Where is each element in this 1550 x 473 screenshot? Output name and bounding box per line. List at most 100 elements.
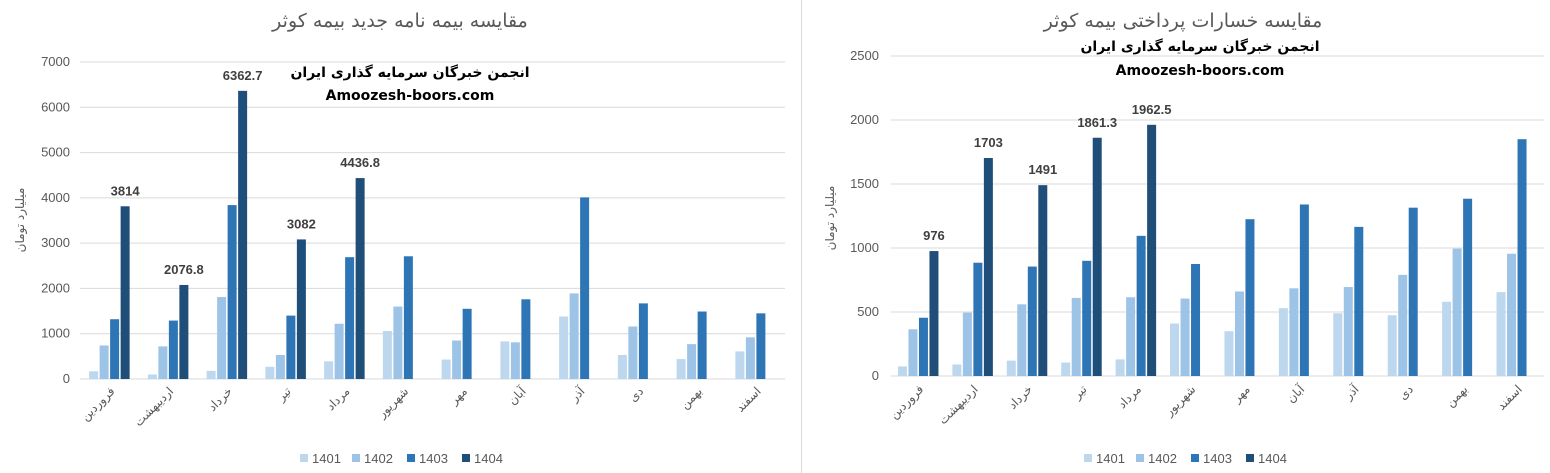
y-axis-label: میلیارد تومان — [823, 186, 838, 251]
y-tick-label: 2000 — [41, 280, 70, 295]
chart-claims-paid-svg: مقایسه خسارات پرداختی بیمه کوثر 0 500 1000 1… — [823, 10, 1544, 466]
bar-1404-3 — [238, 90, 248, 379]
data-label: 6362.7 — [223, 68, 263, 83]
y-axis-label: میلیارد تومان — [13, 188, 28, 253]
legend-swatch-1402 — [352, 454, 360, 462]
bar-1402-3 — [1017, 304, 1027, 376]
x-category-label: مهر — [446, 384, 470, 408]
bar-1401-9 — [559, 316, 569, 379]
bar-1401-6 — [382, 330, 392, 379]
bar-1401-2 — [147, 374, 157, 379]
bar-1401-3 — [206, 370, 216, 379]
x-category-label: آذر — [566, 383, 589, 406]
bar-1403-7 — [462, 308, 472, 379]
x-category-label: شهریور — [374, 384, 412, 422]
bar-1404-5 — [1147, 124, 1157, 376]
bar-1402-4 — [1071, 297, 1081, 376]
bar-1404-2 — [983, 158, 993, 376]
chart-title: مقایسه خسارات پرداختی بیمه کوثر — [1043, 10, 1323, 32]
bar-1403-5 — [345, 257, 355, 379]
chart-panel-claims-paid: مقایسه خسارات پرداختی بیمه کوثر 0 500 1000 1… — [804, 0, 1550, 473]
x-category-label: دی — [1396, 382, 1416, 402]
x-category-label: مرداد — [323, 384, 353, 414]
bar-1403-4 — [1082, 260, 1092, 376]
y-tick-label: 5000 — [41, 145, 70, 160]
bar-1401-5 — [324, 361, 334, 379]
bar-1403-2 — [973, 262, 983, 376]
bar-1403-10 — [638, 303, 648, 379]
bar-1403-6 — [1191, 264, 1201, 376]
bar-1402-7 — [452, 340, 462, 379]
x-category-label: تیر — [274, 384, 295, 405]
data-label: 1962.5 — [1132, 102, 1172, 117]
y-tick-label: 0 — [63, 371, 70, 386]
bar-1402-8 — [1289, 288, 1299, 376]
legend-swatch-1401 — [300, 454, 308, 462]
x-category-label: بهمن — [677, 384, 705, 412]
bar-1404-4 — [1092, 137, 1102, 376]
bar-1401-8 — [500, 341, 510, 379]
watermark-site: Amoozesh-boors.com — [326, 88, 495, 104]
bar-1402-10 — [628, 326, 638, 379]
bar-1402-3 — [217, 297, 227, 379]
bar-1402-9 — [1343, 287, 1353, 376]
bar-1403-6 — [403, 256, 413, 379]
bar-1403-7 — [1245, 219, 1255, 376]
bar-1401-12 — [1496, 292, 1506, 376]
x-category-label: دی — [626, 384, 646, 404]
bar-1401-7 — [1224, 331, 1234, 376]
bar-1402-6 — [393, 306, 403, 379]
data-label: 4436.8 — [340, 155, 380, 170]
bar-1401-3 — [1006, 360, 1016, 376]
y-tick-label: 4000 — [41, 190, 70, 205]
bar-1402-5 — [334, 323, 344, 379]
legend-label-1402: 1402 — [1148, 451, 1177, 466]
y-tick-label: 1000 — [850, 240, 879, 255]
bar-1403-9 — [580, 197, 590, 379]
legend-label-1402: 1402 — [364, 451, 393, 466]
bar-1402-1 — [99, 345, 109, 379]
legend-swatch-1403 — [1191, 454, 1199, 462]
bar-1402-2 — [962, 312, 972, 376]
bar-1401-7 — [441, 359, 451, 379]
bar-1401-10 — [1387, 315, 1397, 376]
bar-1403-12 — [1517, 139, 1527, 376]
bar-1403-4 — [286, 315, 296, 379]
data-label: 1491 — [1028, 162, 1057, 177]
bar-1403-11 — [697, 311, 707, 379]
bar-1402-12 — [1507, 253, 1517, 376]
bar-1403-8 — [521, 299, 531, 379]
bar-1403-3 — [1027, 266, 1037, 376]
bar-1402-8 — [510, 342, 520, 379]
bar-1403-2 — [168, 320, 178, 379]
bar-1403-10 — [1408, 207, 1418, 376]
bar-1403-8 — [1299, 204, 1309, 376]
x-category-label: بهمن — [1443, 382, 1471, 410]
x-category-label: آذر — [1340, 381, 1363, 404]
bar-1401-1 — [89, 371, 99, 379]
bar-1403-1 — [110, 319, 120, 379]
bar-1402-9 — [569, 293, 579, 379]
data-label: 1861.3 — [1077, 115, 1117, 130]
bar-1404-5 — [355, 178, 365, 379]
bar-1404-1 — [120, 206, 130, 379]
bar-1401-11 — [676, 359, 686, 379]
chart-panel-new-policies: مقایسه بیمه نامه جدید بیمه کوثر 0 1000 2000… — [13, 10, 785, 466]
data-label: 2076.8 — [164, 262, 204, 277]
data-label: 3814 — [111, 183, 141, 198]
bar-1402-4 — [275, 354, 285, 379]
bar-1401-1 — [897, 366, 907, 376]
x-category-label: مهر — [1229, 382, 1253, 406]
x-category-label: اسفند — [733, 384, 764, 415]
bar-1402-6 — [1180, 298, 1190, 376]
bar-1403-3 — [227, 205, 237, 379]
chart-new-policies-svg: مقایسه بیمه نامه جدید بیمه کوثر 0 1000 2000… — [13, 10, 785, 466]
legend-swatch-1401 — [1084, 454, 1092, 462]
bar-1401-11 — [1442, 301, 1452, 376]
y-tick-label: 2000 — [850, 112, 879, 127]
bar-1402-10 — [1398, 274, 1408, 376]
watermark-org-name: انجمن خبرگان سرمایه گذاری ایران — [1080, 38, 1319, 55]
x-category-label: تیر — [1069, 382, 1090, 403]
bar-1401-4 — [265, 366, 275, 379]
bar-1401-9 — [1333, 313, 1343, 376]
